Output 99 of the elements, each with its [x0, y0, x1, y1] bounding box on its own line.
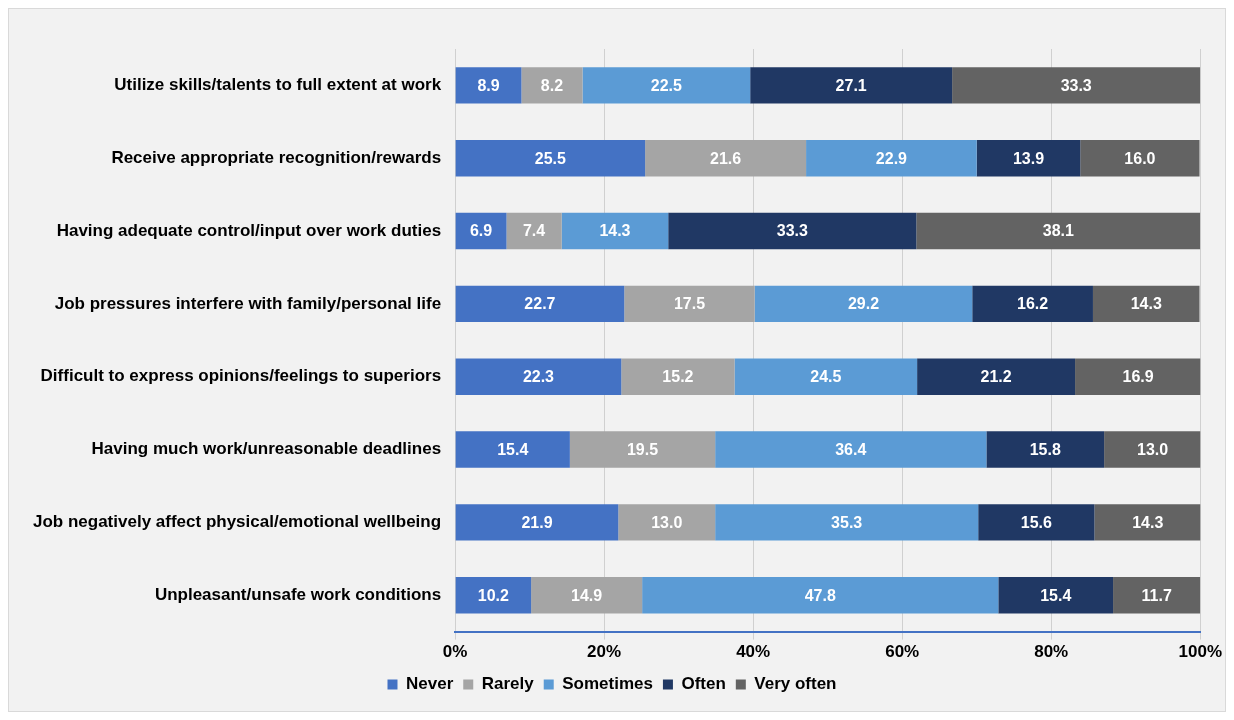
y-tick-label: Utilize skills/talents to full extent at work [114, 75, 442, 95]
data-label: 14.9 [571, 586, 603, 604]
data-label: 21.9 [521, 513, 553, 531]
bar [642, 576, 999, 614]
data-label: 22.3 [522, 368, 555, 386]
x-tick-label: 100% [1178, 642, 1222, 662]
data-label: 10.2 [477, 586, 510, 604]
bar [455, 431, 570, 468]
bar [986, 431, 1105, 468]
bar [715, 431, 987, 468]
legend-label: Never [405, 674, 454, 694]
x-tick-label: 60% [885, 642, 920, 662]
data-label: 27.1 [835, 76, 867, 94]
data-label: 25.5 [534, 149, 567, 167]
bar [1092, 285, 1200, 323]
bar [1113, 576, 1201, 614]
bar [972, 285, 1093, 323]
legend-label: Very often [754, 674, 837, 694]
data-label: 16.2 [1017, 295, 1049, 313]
data-label: 36.4 [835, 440, 867, 458]
y-tick-label: Having much work/unreasonable deadlines [91, 439, 442, 459]
bar [952, 67, 1201, 104]
bar [531, 576, 643, 614]
bar [715, 504, 979, 541]
bar [734, 358, 918, 395]
bar [668, 212, 917, 250]
data-label: 17.5 [673, 295, 706, 313]
legend-label: Sometimes [562, 674, 653, 694]
data-label: 22.5 [650, 76, 683, 94]
data-label: 14.3 [1130, 295, 1162, 313]
data-label: 22.7 [524, 295, 556, 313]
bar [806, 140, 977, 177]
data-label: 7.4 [522, 222, 546, 240]
data-label: 15.6 [1020, 513, 1052, 531]
data-label: 33.3 [1060, 76, 1092, 94]
bar [455, 67, 522, 104]
data-label: 22.9 [875, 149, 908, 167]
bar [569, 431, 716, 468]
bar [998, 576, 1114, 614]
bar [917, 358, 1076, 395]
data-label: 11.7 [1141, 586, 1172, 604]
bar [916, 212, 1201, 250]
bar [1080, 140, 1200, 177]
data-label: 15.4 [497, 440, 529, 458]
y-tick-label: Difficult to express opinions/feelings to superiors [40, 366, 442, 386]
bar [455, 504, 619, 541]
data-label: 33.3 [776, 222, 808, 240]
data-label: 15.8 [1029, 440, 1061, 458]
data-label: 19.5 [626, 440, 659, 458]
x-tick-label: 80% [1034, 642, 1069, 662]
bar [978, 504, 1095, 541]
bar [645, 140, 807, 177]
data-label: 13.9 [1012, 149, 1045, 167]
data-label: 15.4 [1040, 586, 1072, 604]
bar [621, 358, 735, 395]
bar [754, 285, 973, 323]
bar [455, 212, 507, 250]
data-label: 13.0 [1137, 440, 1169, 458]
data-label: 14.3 [599, 222, 631, 240]
data-label: 16.0 [1124, 149, 1156, 167]
bar [976, 140, 1081, 177]
bar [455, 576, 532, 614]
legend-label: Rarely [481, 674, 535, 694]
y-tick-label: Having adequate control/input over work duties [56, 220, 442, 240]
bar [561, 212, 669, 250]
bar [1075, 358, 1201, 395]
data-label: 24.5 [810, 368, 842, 386]
data-label: 8.2 [540, 76, 564, 94]
bar [455, 285, 625, 323]
bar [455, 140, 646, 177]
data-label: 15.2 [662, 368, 694, 386]
data-label: 21.6 [710, 149, 742, 167]
data-label: 16.9 [1122, 368, 1154, 386]
y-tick-label: Job pressures interfere with family/personal life [54, 293, 442, 313]
data-label: 38.1 [1042, 222, 1074, 240]
data-label: 13.0 [651, 513, 683, 531]
bar [506, 212, 562, 250]
y-tick-label: Unpleasant/unsafe work conditions [154, 584, 442, 604]
bar [582, 67, 751, 104]
x-tick-label: 20% [587, 642, 622, 662]
data-label: 29.2 [847, 295, 880, 313]
legend-label: Often [681, 674, 726, 694]
bar [1104, 431, 1201, 468]
data-label: 21.2 [980, 368, 1012, 386]
bar [618, 504, 716, 541]
y-tick-label: Receive appropriate recognition/rewards [111, 147, 442, 167]
data-label: 47.8 [804, 586, 836, 604]
x-tick-label: 40% [736, 642, 771, 662]
data-label: 8.9 [477, 76, 500, 94]
data-label: 35.3 [831, 513, 863, 531]
bar [1094, 504, 1201, 541]
data-label: 14.3 [1132, 513, 1164, 531]
bar [624, 285, 755, 323]
data-label: 6.9 [469, 222, 493, 240]
bar [455, 358, 622, 395]
bar [750, 67, 953, 104]
x-tick-label: 0% [442, 642, 468, 662]
bar [521, 67, 583, 104]
y-tick-label: Job negatively affect physical/emotional wellbeing [33, 512, 442, 532]
